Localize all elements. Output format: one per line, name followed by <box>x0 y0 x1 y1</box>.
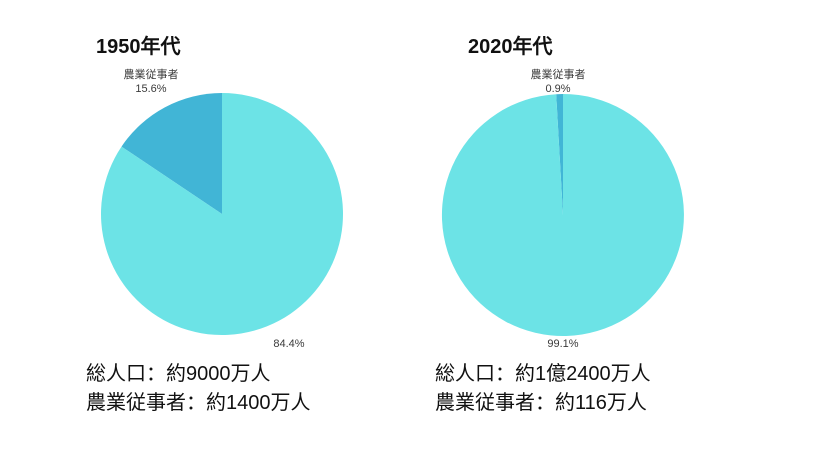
stats-1950s: 総人口：約9000万人 農業従事者：約1400万人 <box>86 360 311 418</box>
chart-title-2020s: 2020年代 <box>468 36 553 58</box>
slice-callout-2020s: 農業従事者 0.9% <box>503 68 613 96</box>
farm-workers-text: 農業従事者：約1400万人 <box>86 392 311 414</box>
pie-slice-rest <box>101 92 344 335</box>
pie-chart-1950s <box>101 92 344 335</box>
pie-slice-rest <box>441 94 684 336</box>
slice-pct-label: 15.6% <box>135 83 167 95</box>
slice-name-label: 農業従事者 <box>530 69 586 81</box>
rest-pct-label-1950s: 84.4% <box>273 338 305 350</box>
pie-chart-2020s <box>441 93 684 336</box>
rest-pct-label-2020s: 99.1% <box>547 338 579 350</box>
total-population-text: 総人口：約9000万人 <box>86 363 271 385</box>
total-population-text: 総人口：約1億2400万人 <box>435 363 651 385</box>
chart-title-1950s: 1950年代 <box>96 36 181 58</box>
pie-slice-農業従事者 <box>556 93 563 215</box>
slice-pct-label: 0.9% <box>545 83 571 95</box>
pie-slice-農業従事者 <box>121 93 222 214</box>
farm-workers-text: 農業従事者：約116万人 <box>435 392 647 414</box>
slice-name-label: 農業従事者 <box>123 69 179 81</box>
slice-callout-1950s: 農業従事者 15.6% <box>96 68 206 96</box>
stats-2020s: 総人口：約1億2400万人 農業従事者：約116万人 <box>435 360 651 418</box>
